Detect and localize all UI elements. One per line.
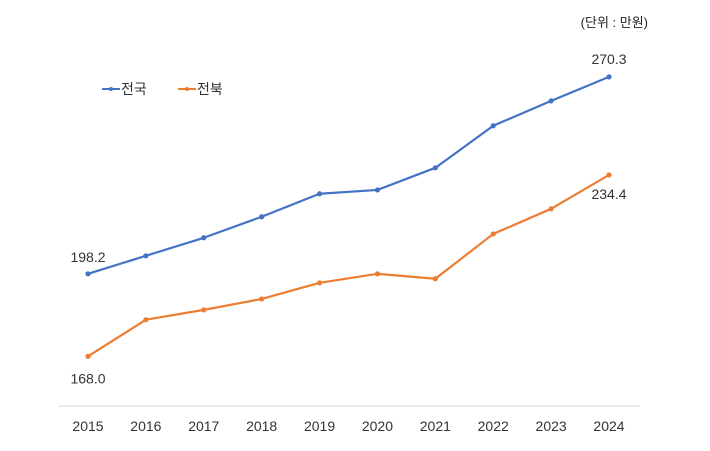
data-point	[548, 206, 554, 212]
x-tick-label: 2021	[420, 418, 451, 434]
x-tick-label: 2017	[188, 418, 219, 434]
data-label: 198.2	[70, 249, 105, 265]
data-label: 270.3	[591, 51, 626, 67]
data-point	[259, 214, 265, 220]
x-tick-label: 2024	[593, 418, 624, 434]
data-label: 168.0	[70, 370, 105, 386]
x-tick-label: 2018	[246, 418, 277, 434]
data-point	[143, 317, 149, 323]
series-line-0	[87, 75, 610, 275]
x-tick-label: 2016	[130, 418, 161, 434]
legend-marker-0	[109, 87, 113, 91]
data-point	[606, 172, 612, 178]
legend-label-1: 전북	[197, 81, 223, 97]
data-point	[316, 191, 323, 197]
legend-marker-1	[185, 87, 189, 91]
data-point	[490, 123, 496, 129]
data-point	[548, 98, 554, 104]
data-point	[85, 353, 91, 359]
legend-label-0: 전국	[121, 81, 147, 97]
data-point	[432, 276, 438, 282]
data-point	[374, 271, 381, 277]
data-point	[85, 271, 91, 277]
data-point	[316, 280, 323, 286]
data-point	[201, 235, 207, 241]
data-point	[606, 74, 612, 80]
data-label: 234.4	[591, 186, 626, 202]
data-point	[432, 165, 438, 171]
unit-label: (단위 : 만원)	[580, 15, 648, 30]
x-tick-label: 2020	[362, 418, 393, 434]
data-point	[374, 187, 381, 193]
data-point	[143, 253, 149, 259]
x-tick-label: 2023	[536, 418, 567, 434]
series-line-1	[87, 173, 610, 358]
data-point	[259, 296, 265, 302]
data-point	[490, 231, 496, 237]
data-point	[201, 307, 207, 313]
x-tick-label: 2022	[478, 418, 509, 434]
x-tick-label: 2019	[304, 418, 335, 434]
x-tick-label: 2015	[72, 418, 103, 434]
